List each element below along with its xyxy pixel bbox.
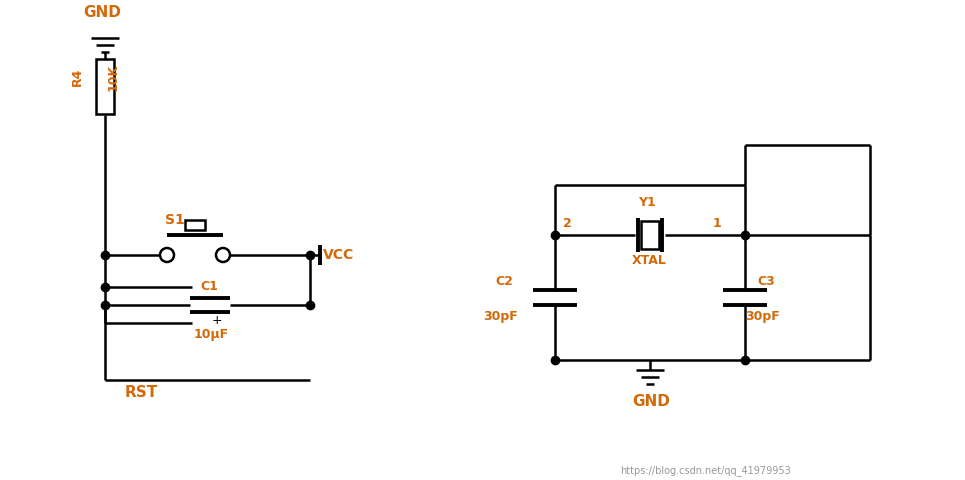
Text: 1: 1 [713,217,722,230]
Bar [96,59,114,114]
Text: C3: C3 [757,275,775,288]
Text: 10K: 10K [107,63,120,91]
Text: XTAL: XTAL [632,254,667,267]
Text: VCC: VCC [323,248,354,262]
Circle shape [216,248,230,262]
Text: 30pF: 30pF [745,310,780,323]
Bar [185,220,205,230]
Text: Y1: Y1 [638,196,656,209]
Text: C1: C1 [200,280,218,293]
Text: RST: RST [125,385,158,400]
Text: 10μF: 10μF [194,328,229,341]
Text: 2: 2 [563,217,571,230]
Text: GND: GND [632,394,670,409]
Text: 30pF: 30pF [483,310,518,323]
Bar [641,221,659,249]
Text: C2: C2 [495,275,512,288]
Circle shape [160,248,174,262]
Text: https://blog.csdn.net/qq_41979953: https://blog.csdn.net/qq_41979953 [620,465,790,476]
Text: S1: S1 [165,213,184,227]
Text: +: + [212,314,223,327]
Text: GND: GND [83,5,121,20]
Text: R4: R4 [70,68,84,86]
